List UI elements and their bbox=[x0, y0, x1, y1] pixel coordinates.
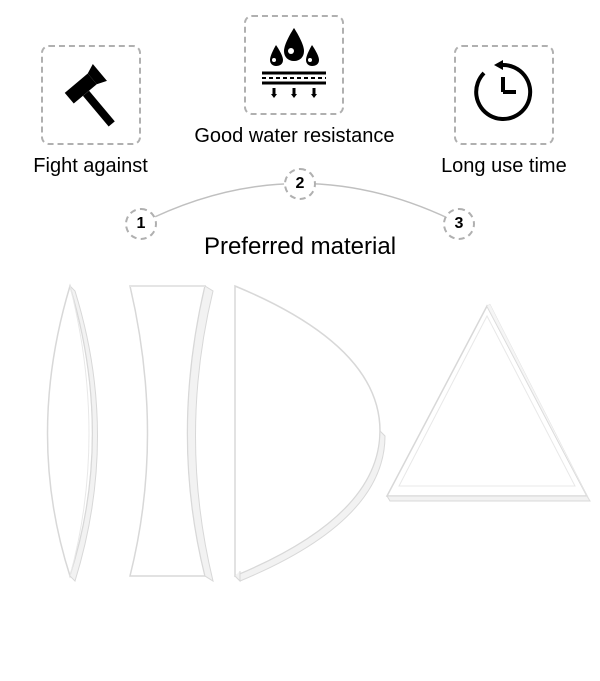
section-title: Preferred material bbox=[0, 233, 600, 261]
water-drops-icon bbox=[254, 23, 334, 108]
number-circle-3: 3 bbox=[443, 208, 475, 240]
number-circle-2: 2 bbox=[284, 168, 316, 200]
biconcave-lens-shape bbox=[125, 281, 220, 596]
hammer-icon bbox=[56, 58, 126, 133]
shapes-area bbox=[0, 276, 600, 656]
number-circle-1: 1 bbox=[125, 208, 157, 240]
biconvex-lens-shape bbox=[20, 281, 120, 596]
clock-icon-box bbox=[454, 45, 554, 145]
feature-label-water: Good water resistance bbox=[194, 125, 394, 148]
number-1: 1 bbox=[137, 215, 146, 233]
number-2: 2 bbox=[296, 175, 305, 193]
hammer-icon-box bbox=[41, 45, 141, 145]
plano-convex-lens-shape bbox=[225, 281, 390, 596]
triangle-prism-shape bbox=[380, 301, 595, 521]
feature-water: Good water resistance bbox=[194, 15, 394, 148]
arc-connector: 1 2 3 bbox=[0, 148, 600, 228]
clock-icon bbox=[466, 55, 541, 135]
number-3: 3 bbox=[455, 215, 464, 233]
water-icon-box bbox=[244, 15, 344, 115]
